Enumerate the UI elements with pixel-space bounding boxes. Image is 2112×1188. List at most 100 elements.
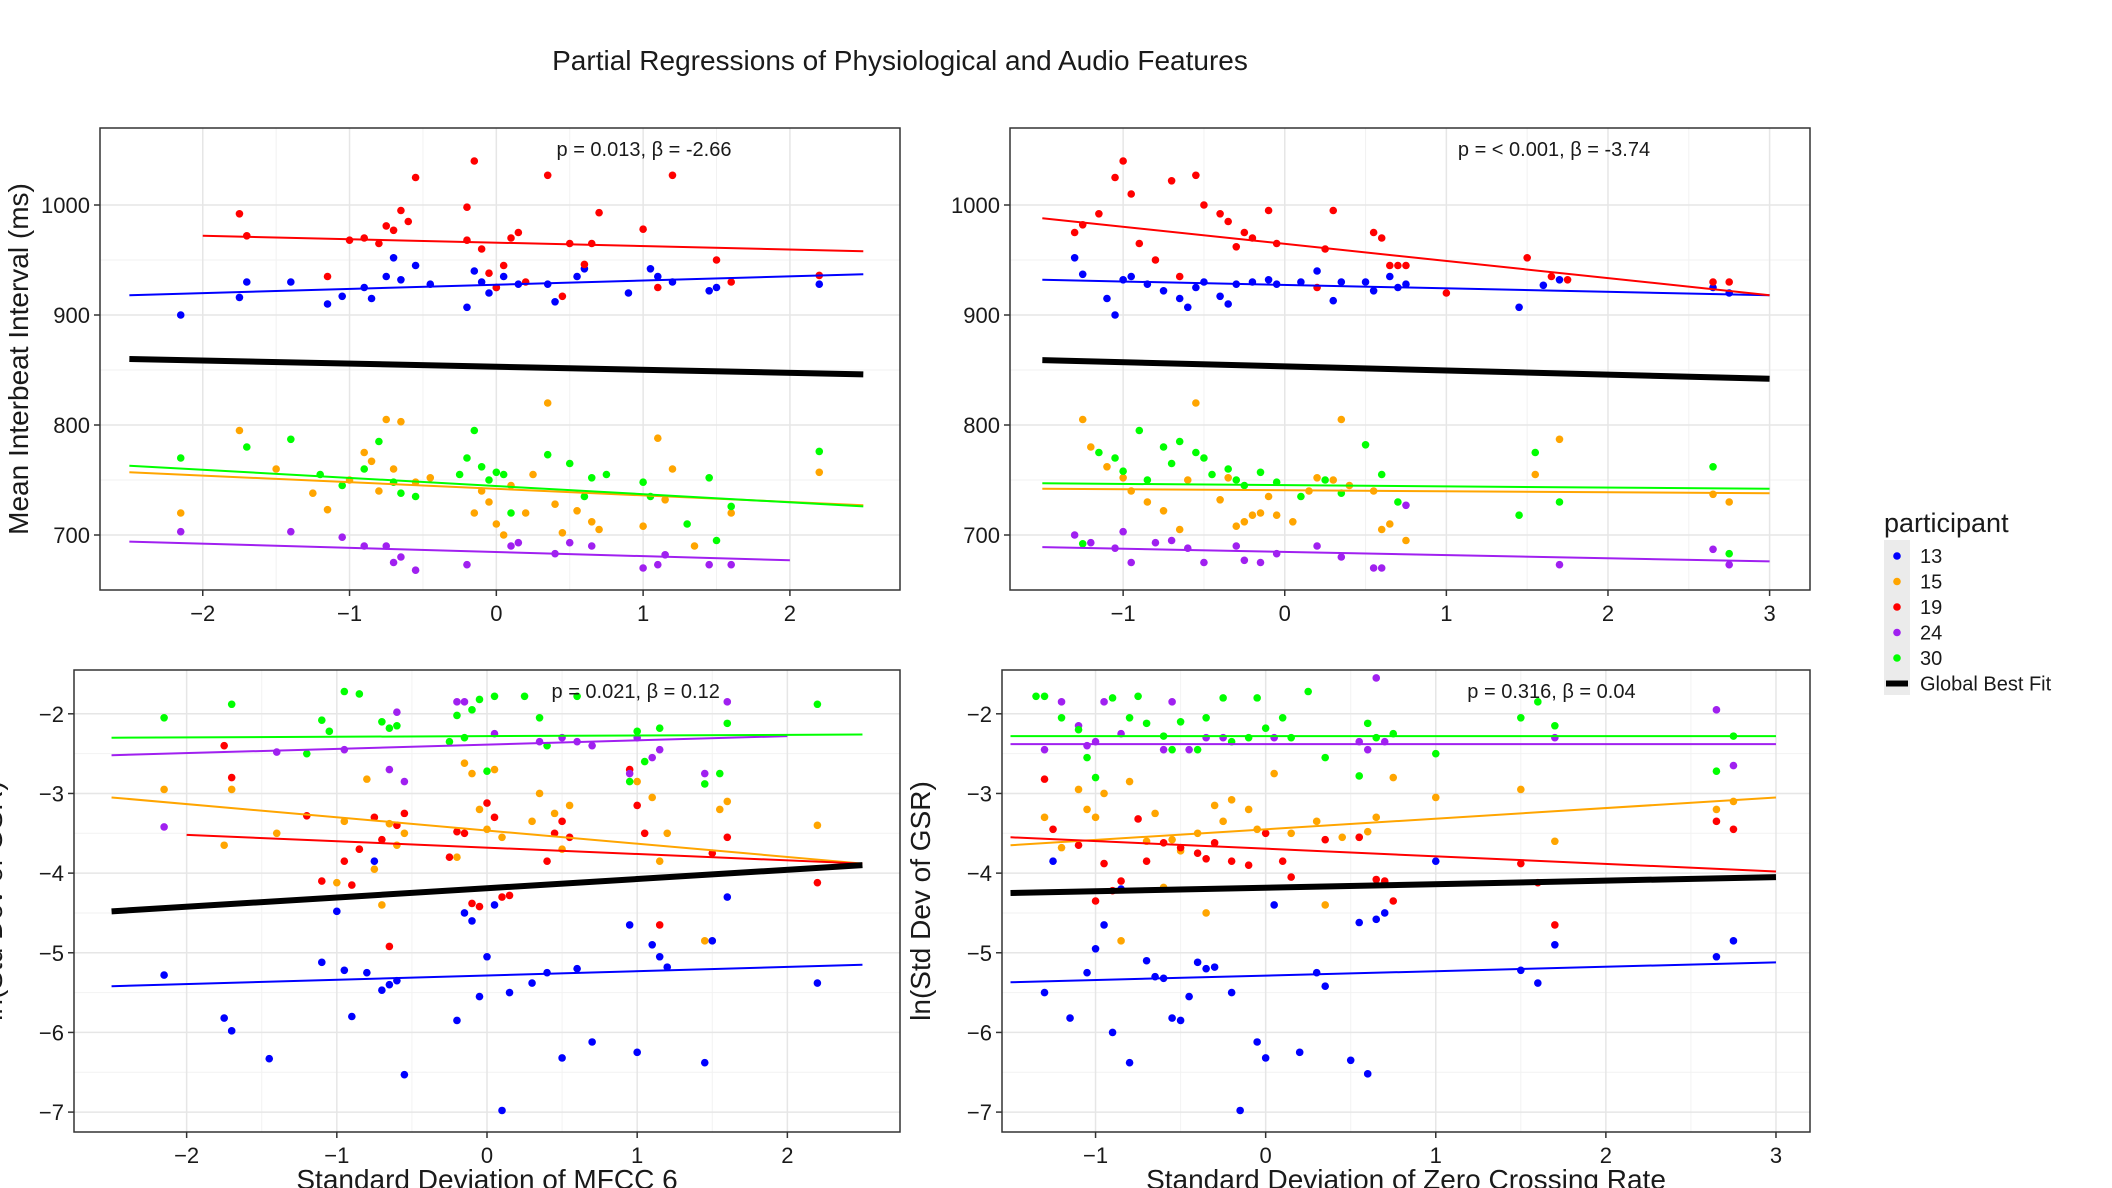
data-point-participant-30: [1297, 492, 1305, 501]
data-point-participant-15: [1551, 837, 1559, 846]
data-point-participant-13: [490, 901, 499, 909]
data-point-participant-13: [528, 979, 536, 987]
data-point-participant-30: [338, 481, 347, 490]
data-point-participant-19: [323, 272, 332, 281]
data-point-participant-13: [363, 968, 371, 977]
data-point-participant-30: [475, 695, 484, 704]
fit-line-participant-19: [186, 833, 863, 865]
series-15-points: [1040, 769, 1738, 945]
data-point-participant-15: [558, 529, 567, 537]
data-point-participant-30: [1125, 713, 1134, 722]
data-point-participant-13: [378, 986, 386, 995]
data-point-participant-19: [1151, 256, 1160, 264]
data-point-participant-13: [1297, 278, 1305, 286]
data-point-participant-19: [453, 827, 461, 836]
data-point-participant-24: [1159, 745, 1168, 754]
series-30-points: [160, 687, 822, 788]
data-point-participant-24: [507, 542, 515, 550]
data-point-participant-30: [325, 727, 334, 736]
x-axis-label: Standard Deviation of MFCC 6: [296, 1164, 677, 1188]
data-point-participant-13: [1049, 857, 1057, 865]
data-point-participant-15: [323, 505, 332, 514]
data-point-participant-24: [1372, 674, 1381, 682]
data-point-participant-15: [1431, 793, 1440, 802]
series-30-points: [1078, 426, 1733, 558]
panel-tr: −1 0 1 2 3 700 800 900 1000 p = < 0.001, β = -3.7…: [951, 127, 1811, 626]
data-point-participant-19: [514, 228, 523, 237]
data-point-participant-30: [1304, 687, 1312, 696]
fit-line-participant-19: [1042, 217, 1770, 297]
data-point-participant-30: [565, 459, 574, 468]
data-point-participant-15: [655, 857, 664, 865]
data-point-participant-24: [705, 560, 713, 569]
data-point-participant-15: [475, 805, 484, 814]
data-point-participant-30: [723, 719, 732, 728]
data-point-participant-19: [723, 833, 732, 842]
series-30-points: [176, 426, 824, 545]
data-point-participant-30: [378, 717, 386, 726]
data-point-participant-30: [340, 687, 349, 696]
data-point-participant-13: [498, 1106, 506, 1115]
chart-title: Partial Regressions of Physiological and…: [552, 45, 1248, 76]
fit-line-participant-30: [1042, 482, 1770, 490]
data-point-participant-13: [1551, 941, 1559, 949]
data-point-participant-19: [668, 171, 677, 180]
data-point-participant-19: [1240, 228, 1249, 237]
data-point-participant-19: [411, 173, 420, 182]
data-point-participant-13: [1183, 303, 1192, 312]
data-point-participant-19: [355, 845, 364, 854]
data-point-participant-15: [1224, 474, 1232, 482]
data-point-participant-13: [505, 988, 514, 997]
data-point-participant-30: [176, 454, 185, 462]
data-point-participant-19: [235, 210, 244, 218]
data-point-participant-15: [1183, 476, 1192, 484]
data-point-participant-13: [499, 272, 508, 281]
data-point-participant-15: [1329, 476, 1338, 484]
data-point-participant-15: [690, 542, 699, 550]
data-point-participant-13: [1313, 267, 1321, 275]
y-tick-label: −7: [967, 1100, 992, 1125]
data-point-participant-19: [1193, 849, 1202, 858]
data-point-participant-15: [340, 817, 349, 826]
data-point-participant-13: [176, 311, 185, 319]
data-point-participant-24: [1040, 745, 1049, 754]
data-point-participant-19: [483, 799, 491, 807]
x-tick-label: 2: [1602, 601, 1614, 626]
data-point-participant-13: [1361, 278, 1370, 286]
data-point-participant-24: [287, 527, 295, 536]
data-point-participant-19: [595, 208, 603, 217]
data-point-participant-15: [1202, 909, 1210, 917]
data-point-participant-30: [1175, 437, 1184, 446]
data-point-participant-30: [455, 470, 464, 479]
data-point-participant-30: [580, 492, 589, 501]
data-point-participant-30: [1159, 443, 1168, 451]
data-point-participant-13: [588, 1038, 596, 1046]
data-point-participant-13: [558, 1054, 566, 1062]
fit-line-participant-24: [111, 735, 788, 757]
stat-annotation: p = 0.021, β = 0.12: [552, 681, 720, 703]
data-point-participant-13: [1534, 979, 1542, 987]
data-point-participant-15: [633, 777, 641, 786]
data-point-participant-15: [1385, 520, 1394, 528]
y-axis-label: ln(Std Dev of GSR): [905, 781, 936, 1021]
data-point-participant-15: [1119, 474, 1127, 482]
data-point-participant-19: [400, 809, 409, 818]
data-point-participant-30: [1135, 426, 1144, 435]
data-point-participant-15: [1517, 785, 1525, 794]
data-point-participant-19: [475, 902, 484, 911]
data-point-participant-13: [1040, 988, 1049, 997]
data-point-participant-15: [1210, 801, 1219, 810]
data-point-participant-15: [1103, 463, 1111, 471]
data-point-participant-19: [1729, 825, 1738, 834]
fit-line-participant-13: [1042, 278, 1770, 297]
data-point-participant-13: [227, 1027, 236, 1035]
data-point-participant-15: [1159, 507, 1168, 515]
data-point-participant-13: [813, 979, 822, 987]
data-point-participant-13: [708, 937, 717, 945]
data-point-participant-13: [1216, 292, 1224, 301]
data-point-participant-30: [1134, 692, 1142, 701]
data-point-participant-13: [1070, 253, 1079, 262]
data-point-participant-24: [272, 748, 281, 756]
data-point-participant-19: [1210, 839, 1219, 847]
data-point-participant-13: [453, 1016, 461, 1025]
